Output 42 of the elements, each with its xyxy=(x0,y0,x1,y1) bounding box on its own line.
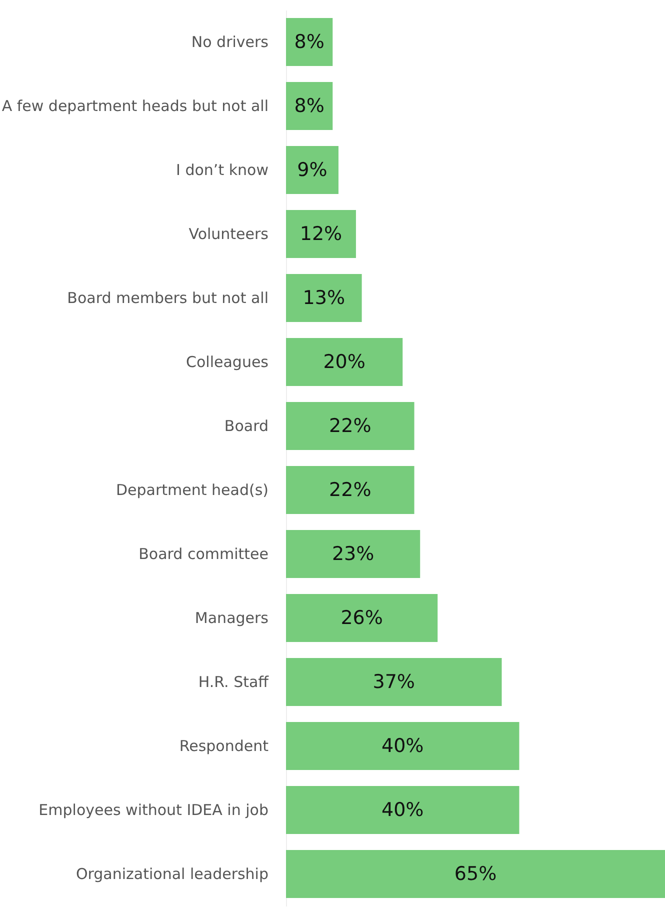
data-label: 40% xyxy=(382,799,424,821)
data-label: 8% xyxy=(294,95,324,117)
data-label: 26% xyxy=(340,607,383,629)
data-label: 9% xyxy=(297,159,328,181)
y-tick-label: Volunteers xyxy=(188,225,269,243)
data-label: 13% xyxy=(302,287,346,309)
y-tick-label: No drivers xyxy=(191,33,269,51)
bar xyxy=(286,274,362,322)
y-tick-label: Department head(s) xyxy=(116,481,268,499)
data-label: 22% xyxy=(329,479,372,501)
bar xyxy=(286,210,356,258)
data-label: 22% xyxy=(329,415,372,437)
y-tick-label: Respondent xyxy=(179,737,269,755)
bar xyxy=(286,658,502,706)
bar xyxy=(286,594,438,642)
data-label: 37% xyxy=(372,671,415,693)
data-label: 40% xyxy=(382,735,424,757)
data-label: 12% xyxy=(300,223,342,245)
y-tick-label: Board committee xyxy=(138,545,268,563)
y-tick-label: I don’t know xyxy=(176,161,268,179)
bar xyxy=(286,466,414,514)
bar xyxy=(286,146,338,194)
y-tick-label: Organizational leadership xyxy=(76,865,268,883)
y-tick-label: Employees without IDEA in job xyxy=(38,801,268,819)
bar xyxy=(286,786,520,834)
y-tick-label: Board members but not all xyxy=(67,289,268,307)
data-label: 23% xyxy=(332,543,374,565)
y-tick-label: Managers xyxy=(194,609,269,627)
bar xyxy=(286,530,420,578)
y-tick-label: Board xyxy=(224,417,268,435)
bar xyxy=(286,338,403,386)
bar xyxy=(286,850,665,898)
data-label: 20% xyxy=(323,351,366,373)
y-tick-label: A few department heads but not all xyxy=(2,97,268,115)
bar xyxy=(286,722,520,770)
data-label: 8% xyxy=(294,31,324,53)
bar xyxy=(286,402,414,450)
y-tick-label: Colleagues xyxy=(186,353,269,371)
bar xyxy=(286,18,333,66)
bar xyxy=(286,82,333,130)
data-label: 65% xyxy=(454,863,497,885)
y-tick-label: H.R. Staff xyxy=(198,673,270,691)
